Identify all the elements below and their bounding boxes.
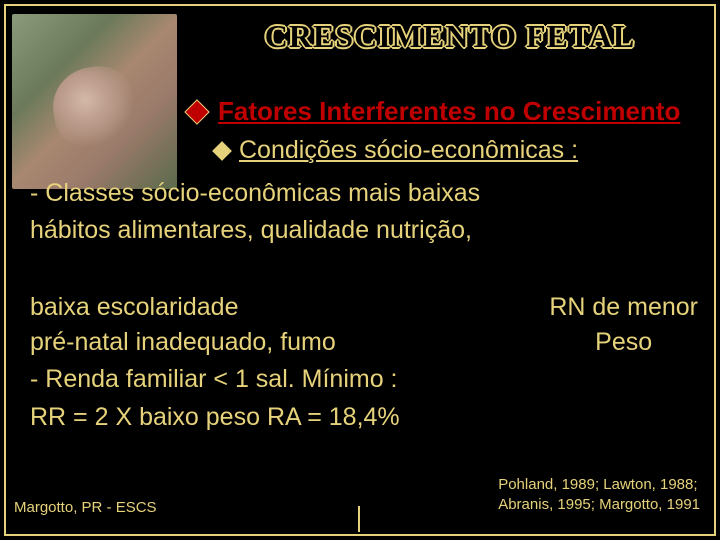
footer-right-line1: Pohland, 1989; Lawton, 1988; [498, 475, 700, 495]
body-line-rr: RR = 2 X baixo peso RA = 18,4% [30, 400, 400, 435]
footer-right-line2: Abranis, 1995; Margotto, 1991 [498, 495, 700, 515]
footer-divider [358, 506, 360, 532]
body-line-classes: - Classes sócio-econômicas mais baixas [30, 176, 480, 211]
diamond-bullet-icon [184, 99, 209, 124]
rn-label: RN de menor Peso [549, 290, 698, 360]
bullet-level-1: Fatores Interferentes no Crescimento [188, 96, 680, 127]
diamond-bullet-icon [212, 141, 232, 161]
body-line-prenatal: pré-natal inadequado, fumo [30, 325, 336, 360]
bullet-2-text: Condições sócio-econômicas : [239, 136, 578, 165]
footer-right: Pohland, 1989; Lawton, 1988; Abranis, 19… [498, 475, 700, 514]
bullet-1-text: Fatores Interferentes no Crescimento [218, 96, 680, 127]
slide-title: CRESCIMENTO FETAL [195, 18, 705, 55]
body-line-baixa: baixa escolaridade [30, 290, 238, 325]
bullet-level-2: Condições sócio-econômicas : [215, 136, 578, 165]
rn-line1: RN de menor [549, 290, 698, 325]
fetus-image [12, 14, 177, 189]
footer-left: Margotto, PR - ESCS [14, 499, 157, 516]
body-line-renda: - Renda familiar < 1 sal. Mínimo : [30, 362, 398, 397]
rn-line2: Peso [549, 325, 698, 360]
body-line-habitos: hábitos alimentares, qualidade nutrição, [30, 213, 472, 248]
